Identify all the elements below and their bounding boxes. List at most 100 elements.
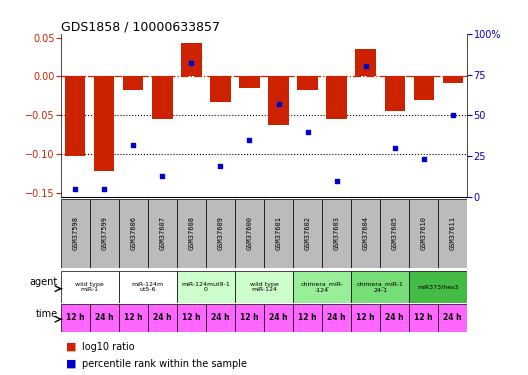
Text: percentile rank within the sample: percentile rank within the sample xyxy=(82,359,247,369)
Point xyxy=(391,145,399,151)
Bar xyxy=(326,76,347,119)
Point xyxy=(420,156,428,162)
Bar xyxy=(409,271,467,303)
Bar xyxy=(181,43,202,76)
Bar xyxy=(90,199,119,268)
Bar xyxy=(268,76,289,125)
Bar xyxy=(206,304,235,332)
Text: GSM37608: GSM37608 xyxy=(188,216,194,250)
Bar xyxy=(409,199,438,268)
Bar xyxy=(264,304,293,332)
Bar xyxy=(152,76,173,119)
Bar xyxy=(351,271,409,303)
Bar xyxy=(119,271,177,303)
Text: log10 ratio: log10 ratio xyxy=(82,342,135,352)
Bar xyxy=(293,271,351,303)
Bar xyxy=(177,199,206,268)
Text: chimera_miR-1
24-1: chimera_miR-1 24-1 xyxy=(357,281,403,293)
Point xyxy=(449,112,457,118)
Bar xyxy=(380,199,409,268)
Point xyxy=(158,172,167,178)
Text: miR-124m
ut5-6: miR-124m ut5-6 xyxy=(132,282,164,292)
Bar xyxy=(293,304,322,332)
Text: 12 h: 12 h xyxy=(356,314,375,322)
Point xyxy=(71,186,80,192)
Bar xyxy=(355,48,376,76)
Text: 24 h: 24 h xyxy=(269,314,288,322)
Point xyxy=(361,63,370,69)
Text: 24 h: 24 h xyxy=(385,314,404,322)
Bar xyxy=(351,304,380,332)
Bar xyxy=(235,271,293,303)
Text: ■: ■ xyxy=(66,359,77,369)
Text: time: time xyxy=(36,309,58,319)
Text: 12 h: 12 h xyxy=(298,314,317,322)
Text: GSM37609: GSM37609 xyxy=(218,216,223,250)
Text: GSM37607: GSM37607 xyxy=(159,216,165,250)
Text: GSM37611: GSM37611 xyxy=(450,216,456,250)
Text: 24 h: 24 h xyxy=(153,314,172,322)
Text: 24 h: 24 h xyxy=(327,314,346,322)
Text: 24 h: 24 h xyxy=(95,314,114,322)
Text: 12 h: 12 h xyxy=(124,314,143,322)
Text: GDS1858 / 10000633857: GDS1858 / 10000633857 xyxy=(61,21,220,34)
Bar xyxy=(123,76,144,90)
Text: 12 h: 12 h xyxy=(414,314,433,322)
Text: wild type
miR-124: wild type miR-124 xyxy=(250,282,278,292)
Bar xyxy=(61,271,119,303)
Bar xyxy=(119,199,148,268)
Text: miR-124mut9-1
0: miR-124mut9-1 0 xyxy=(182,282,230,292)
Bar xyxy=(293,199,322,268)
Point xyxy=(333,178,341,184)
Bar xyxy=(264,199,293,268)
Bar xyxy=(61,199,90,268)
Text: GSM37610: GSM37610 xyxy=(421,216,427,250)
Text: GSM37603: GSM37603 xyxy=(334,216,340,250)
Bar xyxy=(380,304,409,332)
Text: chimera_miR-
-124: chimera_miR- -124 xyxy=(300,281,344,293)
Bar xyxy=(351,199,380,268)
Bar xyxy=(442,76,463,83)
Bar xyxy=(409,304,438,332)
Text: wild type
miR-1: wild type miR-1 xyxy=(76,282,104,292)
Text: GSM37600: GSM37600 xyxy=(247,216,252,250)
Text: GSM37602: GSM37602 xyxy=(305,216,310,250)
Bar xyxy=(438,304,467,332)
Point xyxy=(129,142,137,148)
Bar xyxy=(297,76,318,90)
Bar xyxy=(177,271,235,303)
Bar xyxy=(119,304,148,332)
Bar xyxy=(148,304,177,332)
Point xyxy=(303,129,312,135)
Bar xyxy=(65,76,86,156)
Point xyxy=(245,137,254,143)
Bar xyxy=(235,199,264,268)
Bar xyxy=(177,304,206,332)
Bar xyxy=(148,199,177,268)
Point xyxy=(216,163,225,169)
Text: 12 h: 12 h xyxy=(66,314,84,322)
Text: GSM37599: GSM37599 xyxy=(101,216,107,250)
Bar xyxy=(438,199,467,268)
Text: GSM37604: GSM37604 xyxy=(363,216,369,250)
Bar xyxy=(90,304,119,332)
Bar xyxy=(322,199,351,268)
Point xyxy=(100,186,109,192)
Text: GSM37598: GSM37598 xyxy=(72,216,78,250)
Bar xyxy=(413,76,434,100)
Point xyxy=(187,60,196,66)
Bar xyxy=(206,199,235,268)
Text: ■: ■ xyxy=(66,342,77,352)
Bar xyxy=(210,76,231,102)
Text: 12 h: 12 h xyxy=(240,314,259,322)
Text: GSM37601: GSM37601 xyxy=(276,216,281,250)
Bar xyxy=(239,76,260,88)
Text: GSM37605: GSM37605 xyxy=(392,216,398,250)
Text: 24 h: 24 h xyxy=(211,314,230,322)
Text: 24 h: 24 h xyxy=(444,314,462,322)
Text: 12 h: 12 h xyxy=(182,314,201,322)
Bar xyxy=(322,304,351,332)
Text: GSM37606: GSM37606 xyxy=(130,216,136,250)
Bar xyxy=(384,76,405,111)
Text: miR373/hes3: miR373/hes3 xyxy=(418,285,459,290)
